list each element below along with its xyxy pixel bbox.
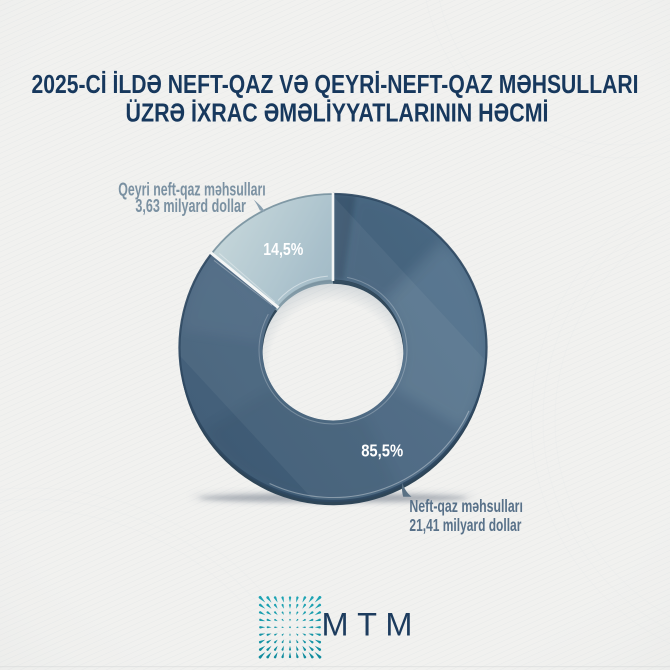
svg-text:Qeyri neft-qaz məhsulları: Qeyri neft-qaz məhsulları [118, 179, 266, 200]
svg-text:MTM: MTM [322, 607, 413, 643]
svg-text:14,5%: 14,5% [263, 239, 303, 259]
svg-text:2025-Cİ İLDƏ NEFT-QAZ VƏ QEYRİ: 2025-Cİ İLDƏ NEFT-QAZ VƏ QEYRİ-NEFT-QAZ … [32, 69, 639, 99]
svg-text:3,63 milyard dollar: 3,63 milyard dollar [135, 195, 246, 216]
svg-text:ÜZRƏ İXRAC ƏMƏLİYYATLARININ HƏ: ÜZRƏ İXRAC ƏMƏLİYYATLARININ HƏCMİ [126, 98, 549, 128]
svg-text:85,5%: 85,5% [361, 441, 403, 461]
svg-text:Neft-qaz məhsulları: Neft-qaz məhsulları [409, 496, 523, 516]
svg-text:21,41 milyard dollar: 21,41 milyard dollar [409, 515, 521, 535]
